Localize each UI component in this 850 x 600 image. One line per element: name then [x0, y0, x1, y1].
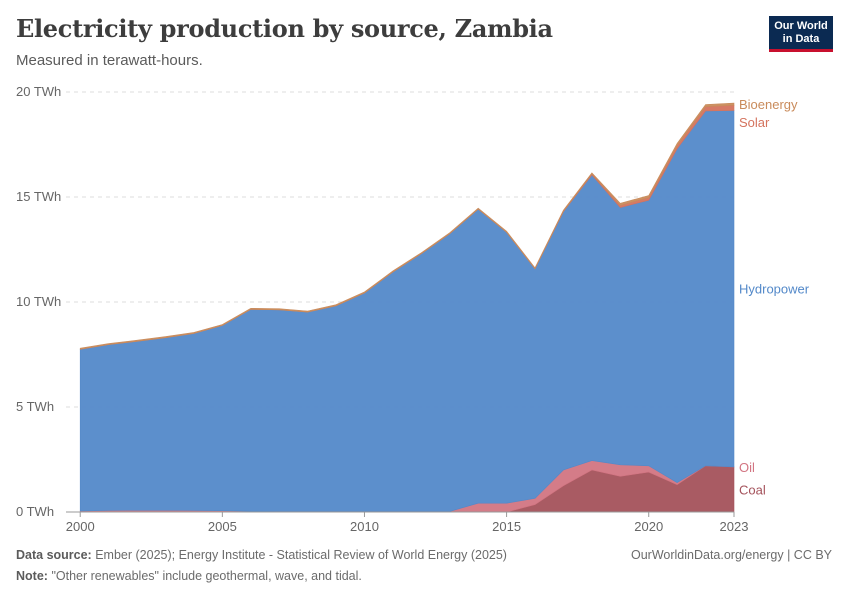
logo-line-2: in Data [782, 33, 820, 45]
logo-line-1: Our World [774, 20, 828, 32]
data-source-text: Ember (2025); Energy Institute - Statist… [95, 548, 507, 562]
area-bioenergy [79, 102, 735, 350]
data-source-label: Data source: [16, 548, 92, 562]
note-text: "Other renewables" include geothermal, w… [51, 569, 362, 583]
area-hydropower [79, 110, 735, 512]
y-tick-label: 20 TWh [16, 84, 61, 99]
chart-subtitle: Measured in terawatt-hours. [16, 52, 203, 69]
legend-label-bioenergy: Bioenergy [739, 97, 798, 112]
x-tick-label: 2010 [350, 519, 379, 534]
x-tick-label: 2000 [66, 519, 95, 534]
legend-label-oil: Oil [739, 460, 755, 475]
x-tick-label: 2020 [634, 519, 663, 534]
legend-label-coal: Coal [739, 482, 766, 497]
x-tick-label: 2023 [720, 519, 749, 534]
note-label: Note: [16, 569, 48, 583]
y-tick-label: 0 TWh [16, 504, 54, 519]
chart-title: Electricity production by source, Zambia [16, 14, 553, 43]
legend-label-solar: Solar [739, 115, 770, 130]
owid-logo[interactable]: Our World in Data [769, 16, 833, 52]
x-tick-label: 2015 [492, 519, 521, 534]
data-source-line: Data source: Ember (2025); Energy Instit… [16, 548, 507, 562]
y-tick-label: 15 TWh [16, 189, 61, 204]
note-line: Note: "Other renewables" include geother… [16, 569, 362, 583]
y-tick-label: 10 TWh [16, 294, 61, 309]
x-tick-label: 2005 [208, 519, 237, 534]
y-tick-label: 5 TWh [16, 399, 54, 414]
legend-label-hydropower: Hydropower [739, 282, 810, 297]
attribution-link[interactable]: OurWorldinData.org/energy | CC BY [630, 548, 832, 562]
